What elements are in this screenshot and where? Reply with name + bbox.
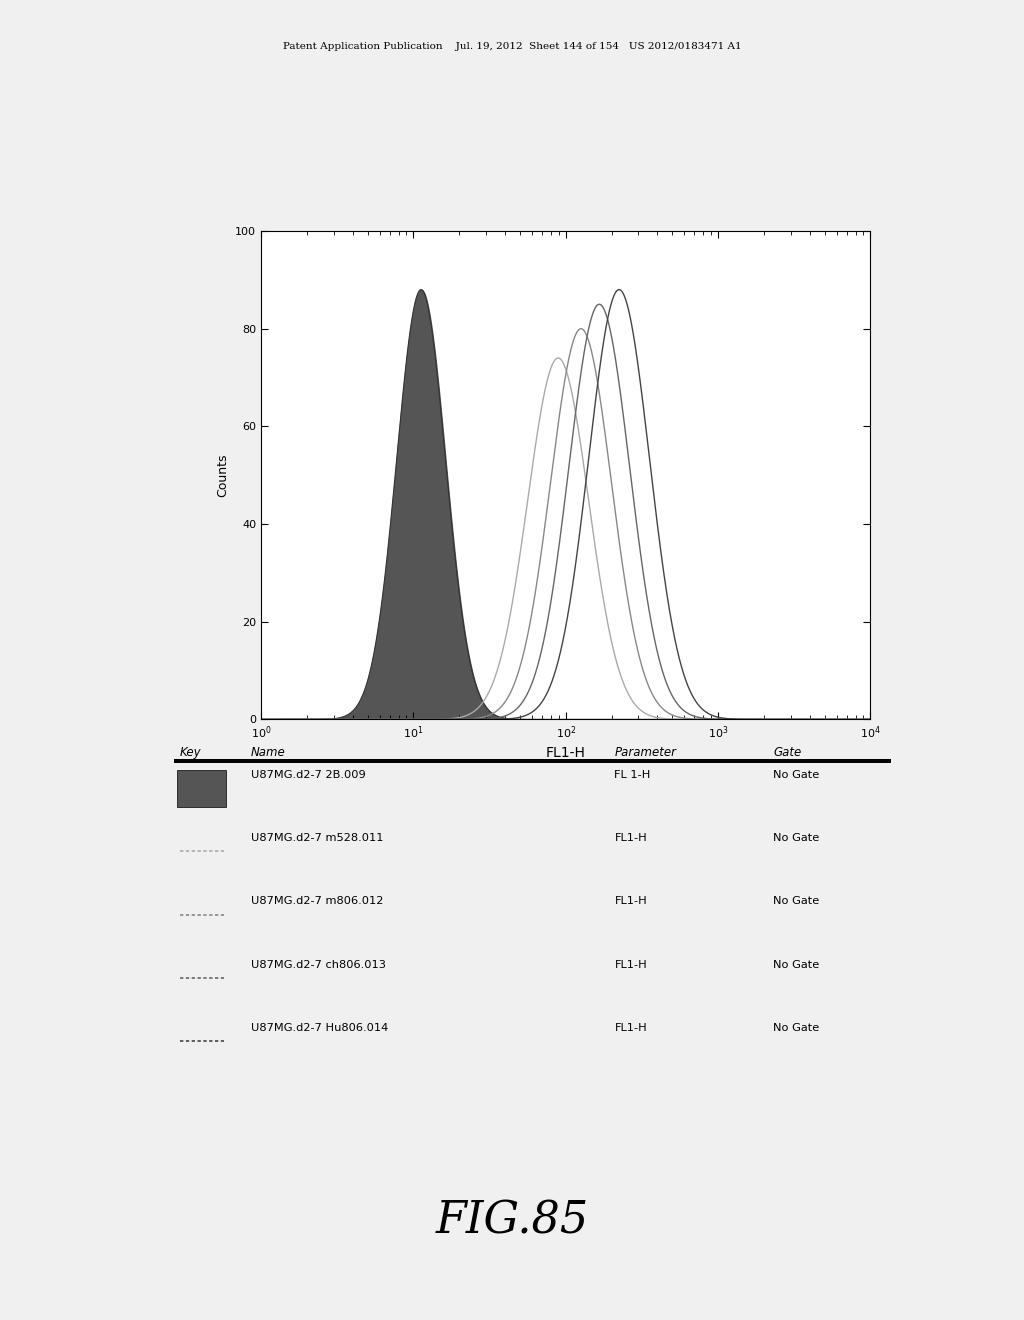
Text: No Gate: No Gate <box>773 770 819 780</box>
Text: Gate: Gate <box>773 746 802 759</box>
Text: FL1-H: FL1-H <box>614 960 647 970</box>
Text: Key: Key <box>179 746 201 759</box>
Text: Parameter: Parameter <box>614 746 677 759</box>
Text: No Gate: No Gate <box>773 896 819 907</box>
Text: U87MG.d2-7 ch806.013: U87MG.d2-7 ch806.013 <box>251 960 386 970</box>
Text: FL1-H: FL1-H <box>614 833 647 843</box>
Text: Name: Name <box>251 746 286 759</box>
Text: Patent Application Publication    Jul. 19, 2012  Sheet 144 of 154   US 2012/0183: Patent Application Publication Jul. 19, … <box>283 42 741 51</box>
Text: FL1-H: FL1-H <box>614 896 647 907</box>
X-axis label: FL1-H: FL1-H <box>546 746 586 760</box>
Text: FIG.85: FIG.85 <box>435 1200 589 1242</box>
Text: No Gate: No Gate <box>773 833 819 843</box>
Text: No Gate: No Gate <box>773 1023 819 1034</box>
Text: U87MG.d2-7 m806.012: U87MG.d2-7 m806.012 <box>251 896 383 907</box>
Text: U87MG.d2-7 Hu806.014: U87MG.d2-7 Hu806.014 <box>251 1023 388 1034</box>
Y-axis label: Counts: Counts <box>217 454 229 496</box>
Text: FL1-H: FL1-H <box>614 1023 647 1034</box>
Text: U87MG.d2-7 m528.011: U87MG.d2-7 m528.011 <box>251 833 383 843</box>
Text: FL 1-H: FL 1-H <box>614 770 651 780</box>
Text: U87MG.d2-7 2B.009: U87MG.d2-7 2B.009 <box>251 770 366 780</box>
Text: No Gate: No Gate <box>773 960 819 970</box>
